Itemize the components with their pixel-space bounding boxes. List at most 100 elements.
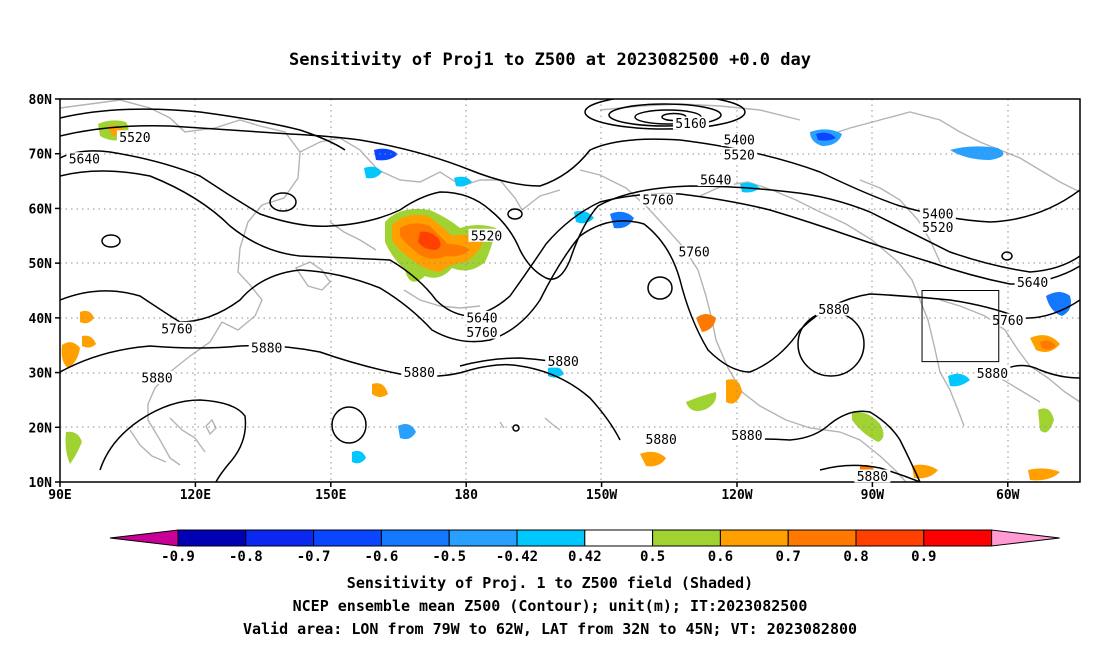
colorbar-cell (719, 529, 789, 547)
coastlines (60, 99, 1080, 482)
contour-label: 5760 (161, 322, 192, 337)
caption-line-1: Sensitivity of Proj. 1 to Z500 field (Sh… (346, 574, 754, 592)
contour-label-bg (721, 147, 758, 161)
contour-label: 5880 (141, 372, 172, 387)
colorbar-cell (177, 529, 247, 547)
contour-label: 5880 (818, 303, 849, 318)
colorbar-label: -0.6 (365, 549, 399, 565)
colorbar-label: -0.42 (496, 549, 538, 565)
contour-label: 5640 (700, 173, 731, 188)
lat-label: 80N (29, 93, 53, 108)
lat-label: 70N (29, 148, 53, 163)
lon-label: 60W (996, 488, 1020, 503)
contour-label: 5880 (646, 433, 677, 448)
contour-label: 5640 (69, 153, 100, 168)
contour-label: 5760 (678, 246, 709, 261)
contour-label-bg (158, 321, 195, 335)
contour-label-bg (463, 325, 500, 339)
colorbar-label: 0.8 (843, 549, 868, 565)
contour-label-bg (919, 206, 956, 220)
contour-label-bg (728, 428, 765, 442)
lon-label: 120W (721, 488, 752, 503)
contour-label-bg (697, 172, 734, 186)
contour-label: 5880 (977, 367, 1008, 382)
lon-label: 90W (861, 488, 885, 503)
contour-label-bg (919, 220, 956, 234)
contour-label: 5160 (675, 117, 706, 132)
contour-label: 5880 (404, 366, 435, 381)
contour-label-bg (854, 469, 891, 483)
lon-label: 150W (586, 488, 617, 503)
contour-label: 5520 (724, 148, 755, 163)
colorbar-cell (584, 529, 654, 547)
contour-label: 5880 (857, 470, 888, 485)
lat-label: 40N (29, 312, 53, 327)
contour-label-bg (248, 340, 285, 354)
colorbar-high-arrow (991, 529, 1060, 547)
contour-label: 5880 (251, 341, 282, 356)
colorbar-label: 0.6 (708, 549, 733, 565)
contour-label-bg (974, 366, 1011, 380)
colorbar-cell (516, 529, 586, 547)
contour-label: 5400 (724, 134, 755, 149)
colorbar-cell (245, 529, 315, 547)
contour-label-bg (672, 116, 709, 130)
colorbar-label: -0.7 (297, 549, 331, 565)
lat-label: 20N (29, 421, 53, 436)
latitude-axis: 80N 70N 60N 50N 40N 30N 20N 10N (29, 93, 60, 491)
contour-labels: 5160540055205520564056405760552057605400… (66, 116, 1051, 485)
contour-label: 5880 (548, 355, 579, 370)
lat-label: 60N (29, 202, 53, 217)
contour-label-bg (463, 310, 500, 324)
colorbar: -0.9 -0.8 -0.7 -0.6 -0.5 -0.42 0.42 0.5 0.6 0.7 0.… (109, 529, 1060, 565)
contour-label-bg (676, 245, 713, 259)
caption-line-2: NCEP ensemble mean Z500 (Contour); unit(… (292, 597, 808, 615)
contour-label-bg (816, 302, 853, 316)
valid-area-rect (921, 290, 1000, 363)
colorbar-label: -0.8 (229, 549, 263, 565)
contour-label: 5520 (119, 131, 150, 146)
contour-label: 5640 (466, 311, 497, 326)
contour-label: 5640 (1017, 276, 1048, 291)
colorbar-cell (652, 529, 721, 547)
longitude-axis: 90E 120E 150E 180 150W 120W 90W 60W (48, 482, 1020, 503)
z500-contours (60, 99, 1080, 482)
chart-title: Sensitivity of Proj1 to Z500 at 20230825… (289, 50, 811, 70)
plot-frame (59, 98, 1081, 483)
contour-label-bg (640, 193, 677, 207)
contour-label: 5520 (471, 229, 502, 244)
colorbar-cell (380, 529, 450, 547)
colorbar-cell (313, 529, 382, 547)
contour-label: 5760 (642, 194, 673, 209)
contour-label-bg (66, 152, 103, 166)
colorbar-label: -0.5 (432, 549, 466, 565)
contour-label-bg (643, 432, 680, 446)
colorbar-cell (448, 529, 518, 547)
contour-label-bg (545, 354, 582, 368)
colorbar-label: 0.9 (911, 549, 936, 565)
colorbar-label: 0.7 (776, 549, 801, 565)
colorbar-label: -0.9 (161, 549, 195, 565)
lon-label: 120E (180, 488, 211, 503)
contour-label: 5520 (922, 221, 953, 236)
colorbar-cell (855, 529, 925, 547)
lat-label: 50N (29, 257, 53, 272)
lon-label: 180 (454, 488, 478, 503)
contour-label: 5880 (731, 429, 762, 444)
contour-label-bg (116, 130, 153, 144)
lon-label: 150E (315, 488, 346, 503)
valid-area-box (921, 290, 1000, 363)
lat-label: 10N (29, 476, 53, 491)
contour-label-bg (139, 371, 176, 385)
colorbar-cell (787, 529, 857, 547)
colorbar-label: 0.5 (640, 549, 665, 565)
contour-label-bg (1014, 275, 1051, 289)
colorbar-low-arrow (109, 529, 179, 547)
colorbar-cell (923, 529, 993, 547)
lon-label: 90E (48, 488, 71, 503)
colorbar-label: 0.42 (568, 549, 602, 565)
contour-label-bg (721, 133, 758, 147)
lat-label: 30N (29, 367, 53, 382)
graticule (60, 99, 1080, 482)
